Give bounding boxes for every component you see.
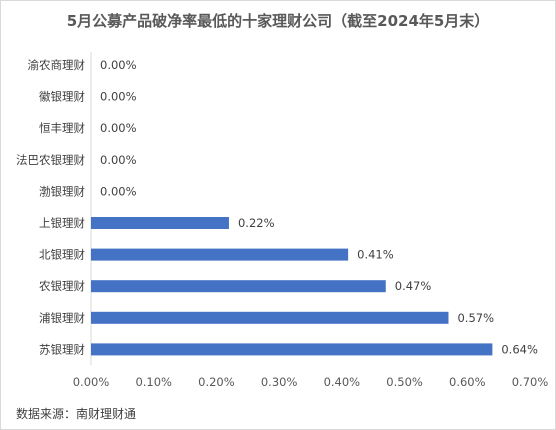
bar	[91, 217, 229, 229]
x-tick-label: 0.70%	[512, 375, 549, 389]
category-label: 徽银理财	[39, 90, 85, 104]
data-label: 0.00%	[100, 58, 137, 72]
data-label: 0.00%	[100, 153, 137, 167]
category-label: 上银理财	[39, 216, 85, 230]
x-tick-label: 0.00%	[73, 375, 110, 389]
data-label: 0.57%	[457, 311, 494, 325]
x-tick-label: 0.40%	[324, 375, 361, 389]
category-label: 苏银理财	[39, 342, 85, 356]
bar	[91, 311, 449, 324]
data-label: 0.64%	[501, 342, 538, 356]
chart-title: 5月公募产品破净率最低的十家理财公司（截至2024年5月末）	[66, 12, 490, 30]
category-label: 法巴农银理财	[16, 153, 85, 167]
data-label: 0.00%	[100, 90, 137, 104]
data-label: 0.47%	[395, 279, 432, 293]
bar	[91, 343, 493, 356]
category-label: 浦银理财	[39, 311, 85, 325]
x-tick-label: 0.60%	[449, 375, 486, 389]
x-tick-label: 0.10%	[135, 375, 172, 389]
category-label: 渤银理财	[39, 184, 85, 198]
data-label: 0.22%	[238, 216, 275, 230]
category-label: 北银理财	[39, 248, 85, 262]
data-label: 0.00%	[100, 121, 137, 135]
category-label: 渝农商理财	[28, 58, 86, 72]
data-label: 0.00%	[100, 184, 137, 198]
category-label: 恒丰理财	[39, 121, 85, 135]
x-tick-label: 0.30%	[261, 375, 298, 389]
bar	[91, 248, 349, 261]
x-tick-label: 0.20%	[198, 375, 235, 389]
x-tick-label: 0.50%	[386, 375, 423, 389]
category-label: 农银理财	[39, 279, 85, 293]
data-label: 0.41%	[357, 248, 394, 262]
bar	[91, 280, 386, 293]
data-source: 数据来源：南财理财通	[16, 407, 137, 421]
